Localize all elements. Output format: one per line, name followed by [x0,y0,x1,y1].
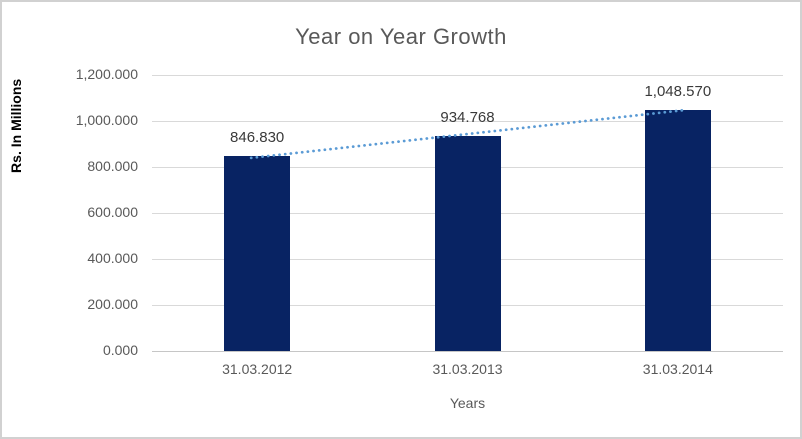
x-tick-label: 31.03.2012 [222,361,293,377]
y-tick-label: 600.000 [87,204,138,220]
y-tick-label: 800.000 [87,158,138,174]
data-label: 846.830 [230,129,285,147]
bar-31.03.2014 [644,109,711,351]
bar-31.03.2012 [224,156,291,351]
gridline [152,75,783,76]
bar-31.03.2013 [434,136,501,351]
y-tick-label: 0.000 [102,342,138,358]
y-tick-label: 1,000.000 [75,112,138,128]
x-axis-line [152,351,783,352]
x-tick-label: 31.03.2013 [432,361,503,377]
y-tick-label: 400.000 [87,250,138,266]
y-tick-label: 1,200.000 [75,66,138,82]
x-tick-label: 31.03.2014 [642,361,713,377]
x-axis-title: Years [449,395,486,411]
y-tick-label: 200.000 [87,296,138,312]
data-label: 1,048.570 [644,82,712,100]
chart-title: Year on Year Growth [295,24,507,49]
data-label: 934.768 [440,109,495,126]
